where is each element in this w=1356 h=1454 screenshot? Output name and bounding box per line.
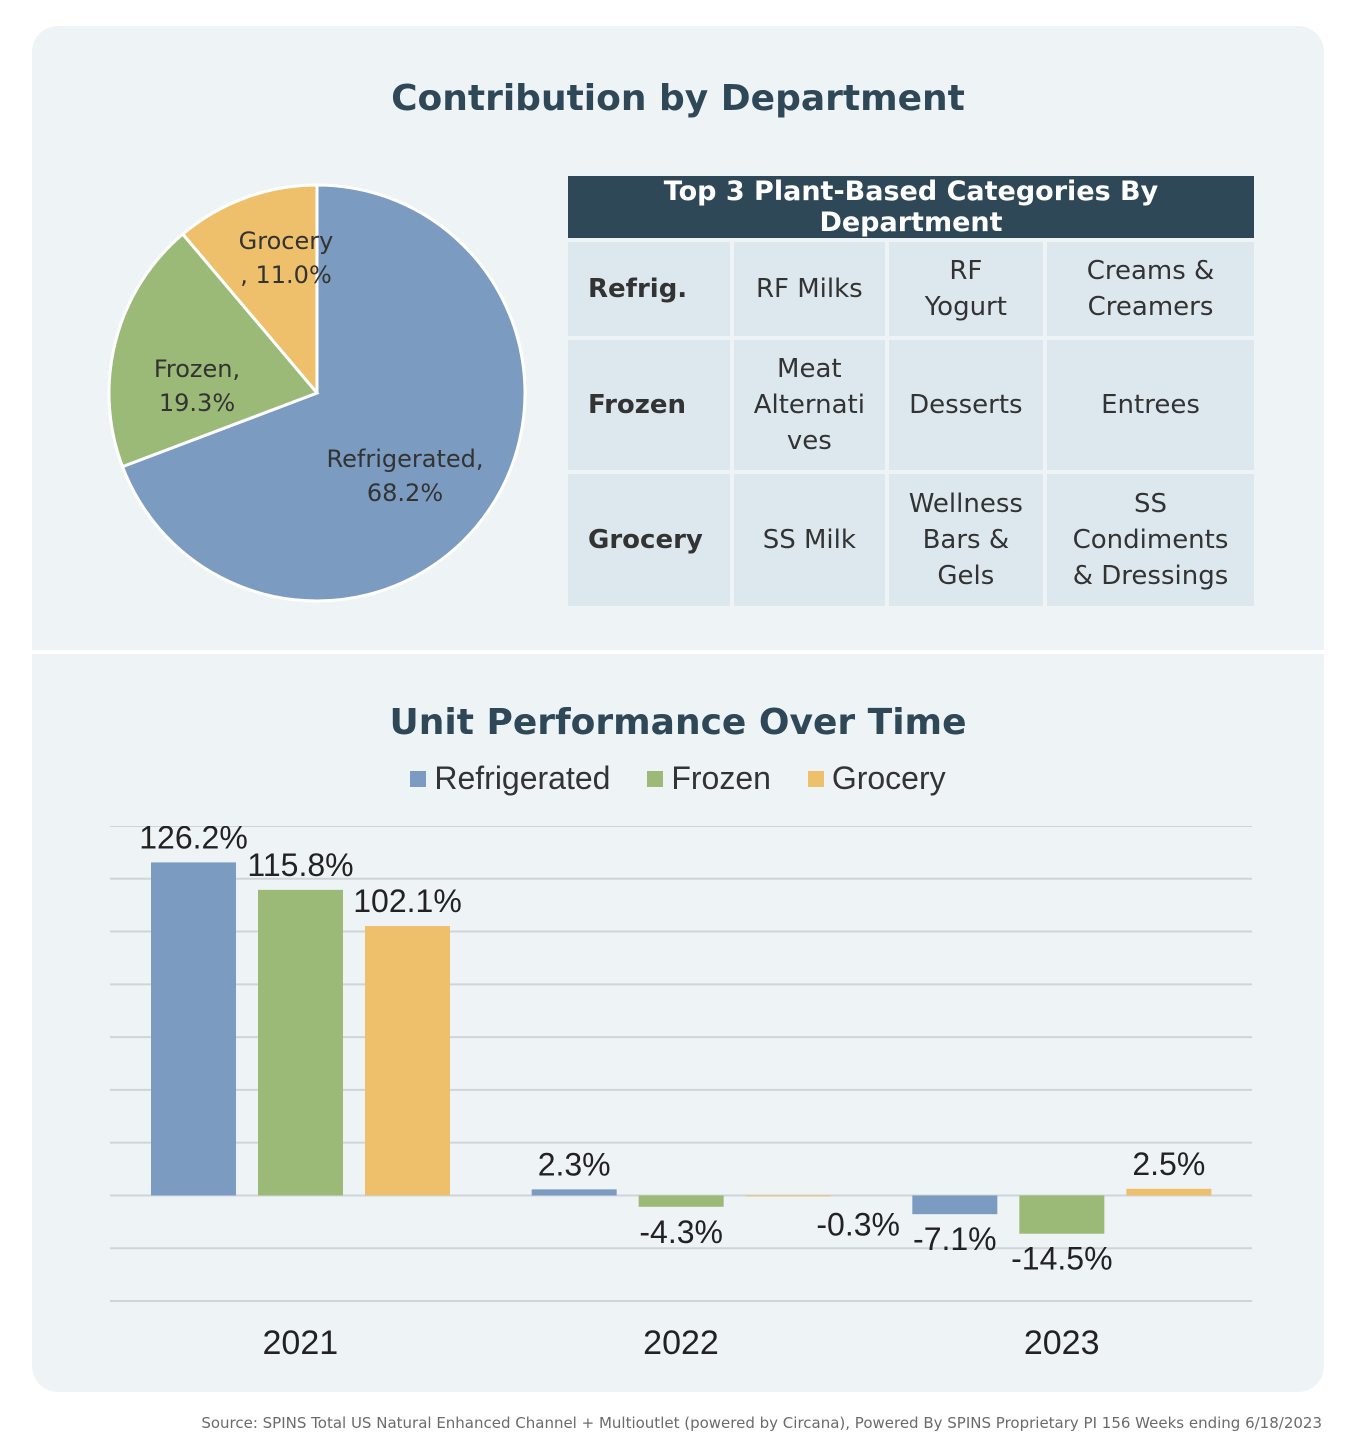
category-text-line: Alternati (753, 390, 865, 420)
legend-item-grocery: Grocery (807, 760, 946, 797)
bar-refrigerated-2023 (912, 1195, 998, 1215)
bar-value-label: 102.1% (353, 883, 462, 919)
category-cell: Wellness Bars & Gels (888, 474, 1044, 606)
pie-slice-value-label: 68.2% (367, 479, 443, 507)
pie-slice-value-label: , 11.0% (240, 261, 332, 289)
category-cell: RF Milks (734, 242, 885, 336)
category-text-line: Creams & (1086, 256, 1215, 286)
category-cell: SS Condiments & Dressings (1047, 474, 1254, 606)
bar-grocery-2021 (365, 926, 450, 1196)
table-row: Frozen Meat Alternati ves Desserts Entrees (568, 340, 1254, 470)
bar-value-label: 115.8% (247, 847, 353, 883)
category-text-line: Entrees (1101, 390, 1200, 420)
category-text-line: RF (949, 256, 983, 286)
category-cell: Meat Alternati ves (734, 340, 885, 470)
bar-frozen-2021 (258, 889, 343, 1196)
category-text-line: ves (786, 426, 832, 456)
category-text-line: Condiments (1072, 525, 1229, 555)
pie-slice-label: Grocery (239, 227, 334, 255)
bar-value-label: -14.5% (1011, 1241, 1112, 1277)
bar-grocery-2023 (1126, 1188, 1212, 1196)
legend-swatch (647, 771, 664, 787)
category-cell: Creams & Creamers (1047, 242, 1254, 336)
category-cell: Entrees (1047, 340, 1254, 470)
infographic-panel: Contribution by Department Grocery , 11.0… (32, 26, 1324, 1392)
legend-label: Frozen (671, 760, 771, 796)
bar-value-label: -7.1% (913, 1221, 997, 1257)
pie-slice-label: Refrigerated, (327, 445, 484, 473)
pie-slice-value-label: 19.3% (159, 389, 235, 417)
category-text-line: Bars & (922, 525, 1010, 555)
table-row: Refrig. RF Milks RF Yogurt Creams & Creamers (568, 242, 1254, 336)
bar-frozen-2022 (638, 1195, 724, 1207)
bar-grocery-2022 (745, 1195, 831, 1197)
bar-refrigerated-2022 (531, 1189, 617, 1196)
table-header: Top 3 Plant-Based Categories By Departme… (568, 176, 1254, 238)
bar-value-label: 126.2% (139, 826, 248, 855)
pie-slice-label: Frozen, (154, 355, 240, 383)
section-divider (32, 650, 1324, 654)
category-cell: Desserts (888, 340, 1044, 470)
bar-value-label: -0.3% (816, 1206, 900, 1242)
category-text-line: & Dressings (1072, 561, 1229, 591)
legend-swatch (807, 771, 824, 787)
pie-slice-refrigerated (120, 183, 527, 603)
category-text-line: RF Milks (755, 274, 863, 304)
category-text-line: Gels (937, 561, 995, 591)
bar-value-label: 2.3% (538, 1146, 611, 1182)
bar-frozen-2023 (1019, 1195, 1105, 1234)
department-name: Frozen (568, 340, 730, 470)
bar-refrigerated-2021 (151, 862, 236, 1196)
x-axis-tick-label: 2021 (263, 1324, 339, 1362)
department-name: Grocery (568, 474, 730, 606)
category-text-line: SS Milk (762, 525, 856, 555)
category-text-line: Yogurt (924, 292, 1007, 322)
legend-item-refrigerated: Refrigerated (410, 760, 610, 797)
department-name: Refrig. (568, 242, 730, 336)
bar-chart-legend: Refrigerated Frozen Grocery (32, 760, 1324, 797)
category-text-line: Wellness (908, 489, 1023, 519)
table-row: Grocery SS Milk Wellness Bars & Gels SS Condim… (568, 474, 1254, 606)
x-axis-tick-label: 2022 (643, 1324, 719, 1362)
pie-slice-grocery (180, 183, 319, 398)
pie-chart-title: Contribution by Department (391, 78, 965, 119)
legend-label: Grocery (831, 760, 946, 796)
category-text-line: SS (1134, 489, 1168, 519)
legend-item-frozen: Frozen (647, 760, 771, 797)
category-text-line: Creamers (1087, 292, 1214, 322)
bar-chart-title: Unit Performance Over Time (389, 702, 967, 743)
category-cell: RF Yogurt (888, 242, 1044, 336)
top-categories-table: Top 3 Plant-Based Categories By Departme… (564, 172, 1258, 610)
category-text-line: Desserts (909, 390, 1023, 420)
legend-swatch (410, 771, 427, 787)
category-text-line: Meat (777, 354, 842, 384)
x-axis-tick-label: 2023 (1024, 1324, 1100, 1362)
bar-value-label: -4.3% (639, 1214, 723, 1250)
legend-label: Refrigerated (434, 760, 611, 796)
contribution-pie-chart: Grocery , 11.0% Refrigerated, 68.2% Frozen, 1… (107, 183, 527, 603)
pie-slice-frozen (107, 232, 320, 469)
source-note: Source: SPINS Total US Natural Enhanced … (201, 1414, 1322, 1432)
bar-value-label: 2.5% (1132, 1146, 1205, 1182)
category-cell: SS Milk (734, 474, 885, 606)
unit-performance-bar-chart: 126.2%115.8%102.1% 2021 2.3% -4.3% -0.3% 2022… (110, 826, 1252, 1362)
